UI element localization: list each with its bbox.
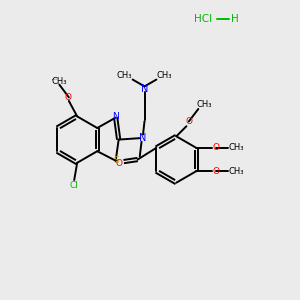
Text: N: N xyxy=(141,84,148,94)
Text: methoxy: methoxy xyxy=(52,79,59,80)
Text: CH₃: CH₃ xyxy=(196,100,212,109)
Text: N: N xyxy=(112,112,119,121)
Text: CH₃: CH₃ xyxy=(117,70,132,80)
Text: O: O xyxy=(65,93,72,102)
Text: Cl: Cl xyxy=(69,182,78,190)
Text: O: O xyxy=(213,143,220,152)
Text: CH₃: CH₃ xyxy=(229,143,244,152)
Text: S: S xyxy=(113,156,119,165)
Text: HCl: HCl xyxy=(194,14,213,24)
Text: O: O xyxy=(213,167,220,176)
Text: O: O xyxy=(185,117,192,126)
Text: N: N xyxy=(139,133,147,143)
Text: H: H xyxy=(231,14,239,24)
Text: O: O xyxy=(116,159,123,168)
Text: CH₃: CH₃ xyxy=(157,70,172,80)
Text: CH₃: CH₃ xyxy=(229,167,244,176)
Text: CH₃: CH₃ xyxy=(52,76,67,85)
